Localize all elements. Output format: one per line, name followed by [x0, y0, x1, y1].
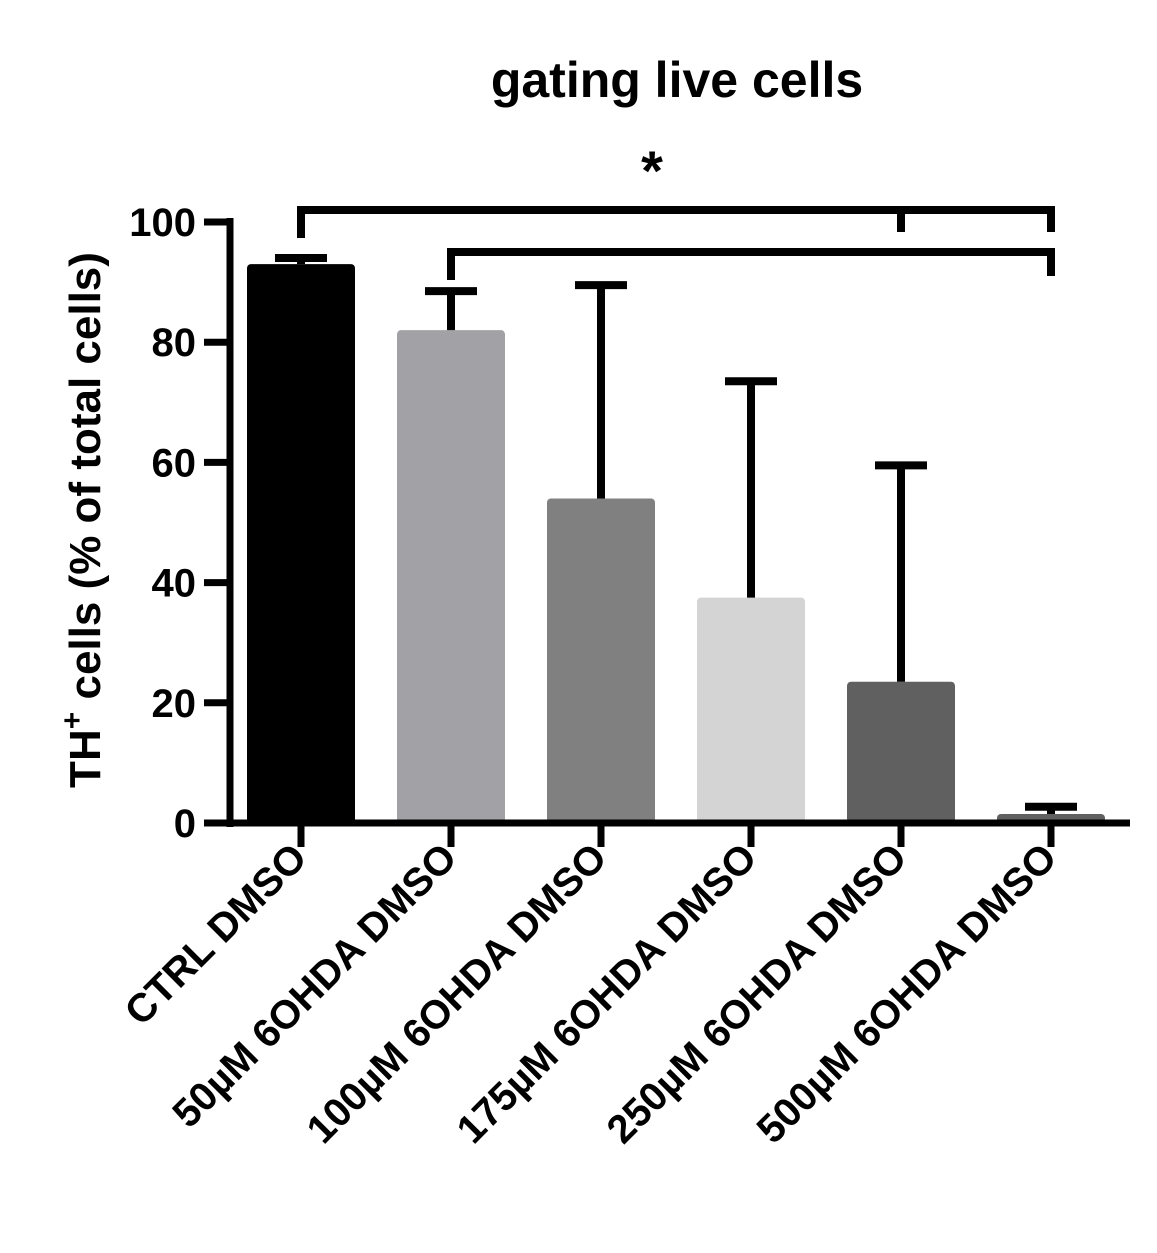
y-ticks-layer: 0 20 40 60 80 100 — [129, 201, 230, 846]
category-label-3: 100µM 6OHDA DMSO — [299, 835, 616, 1152]
chart-title: gating live cells — [491, 52, 863, 108]
y-tick-label-20: 20 — [152, 682, 197, 726]
y-axis-label-rest: cells (% of total cells) — [61, 252, 110, 712]
y-axis-label: TH+ cells (% of total cells) — [56, 252, 110, 788]
y-tick-label-40: 40 — [152, 562, 197, 606]
y-tick-label-100: 100 — [129, 201, 196, 245]
y-tick-label-0: 0 — [174, 802, 196, 846]
svg-text:TH+ cells (% of total cells): TH+ cells (% of total cells) — [56, 252, 110, 788]
category-label-4: 175µM 6OHDA DMSO — [449, 835, 766, 1152]
bar-4 — [697, 597, 805, 823]
category-label-2: 50µM 6OHDA DMSO — [164, 835, 465, 1136]
y-tick-label-60: 60 — [152, 441, 197, 485]
y-tick-label-80: 80 — [152, 321, 197, 365]
category-label-6: 500µM 6OHDA DMSO — [749, 835, 1066, 1152]
significance-bracket-1 — [297, 206, 1055, 238]
bar-3 — [547, 498, 655, 823]
y-axis-label-main: TH — [61, 729, 110, 788]
error-bars-layer — [275, 254, 1077, 814]
category-label-5: 250µM 6OHDA DMSO — [599, 835, 916, 1152]
bar-2 — [397, 330, 505, 823]
axes-layer — [226, 218, 1130, 827]
significance-layer: * — [297, 139, 1055, 280]
significance-label-1: * — [641, 139, 663, 202]
bar-1 — [247, 264, 355, 823]
bars-layer — [247, 264, 1105, 823]
significance-bracket-2 — [447, 248, 1055, 280]
y-axis-label-superscript: + — [56, 712, 89, 730]
bar-5 — [847, 681, 955, 823]
